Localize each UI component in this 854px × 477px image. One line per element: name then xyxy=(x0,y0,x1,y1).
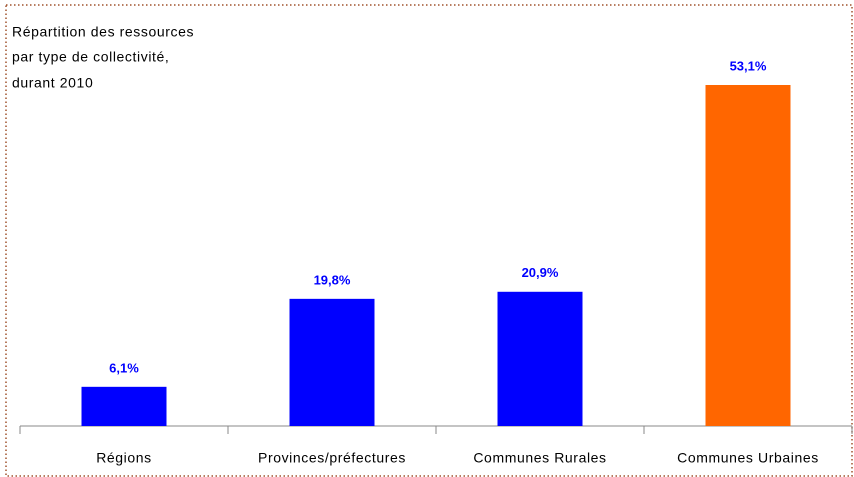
bar xyxy=(705,85,791,426)
chart-border xyxy=(5,4,853,477)
chart-title: Répartition des ressources xyxy=(12,24,194,40)
x-tick-label: Régions xyxy=(96,450,152,466)
bar xyxy=(497,291,583,426)
data-label: 6,1% xyxy=(109,360,139,375)
bar xyxy=(289,298,375,426)
x-tick-label: Communes Rurales xyxy=(473,450,606,466)
x-tick-label: Provinces/préfectures xyxy=(258,450,406,466)
data-label: 53,1% xyxy=(730,58,767,73)
data-label: 19,8% xyxy=(314,272,351,287)
data-label: 20,9% xyxy=(522,265,559,280)
chart-title: durant 2010 xyxy=(12,75,93,91)
bar xyxy=(81,386,167,426)
x-tick-label: Communes Urbaines xyxy=(677,450,819,466)
chart-title: par type de collectivité, xyxy=(12,49,169,65)
